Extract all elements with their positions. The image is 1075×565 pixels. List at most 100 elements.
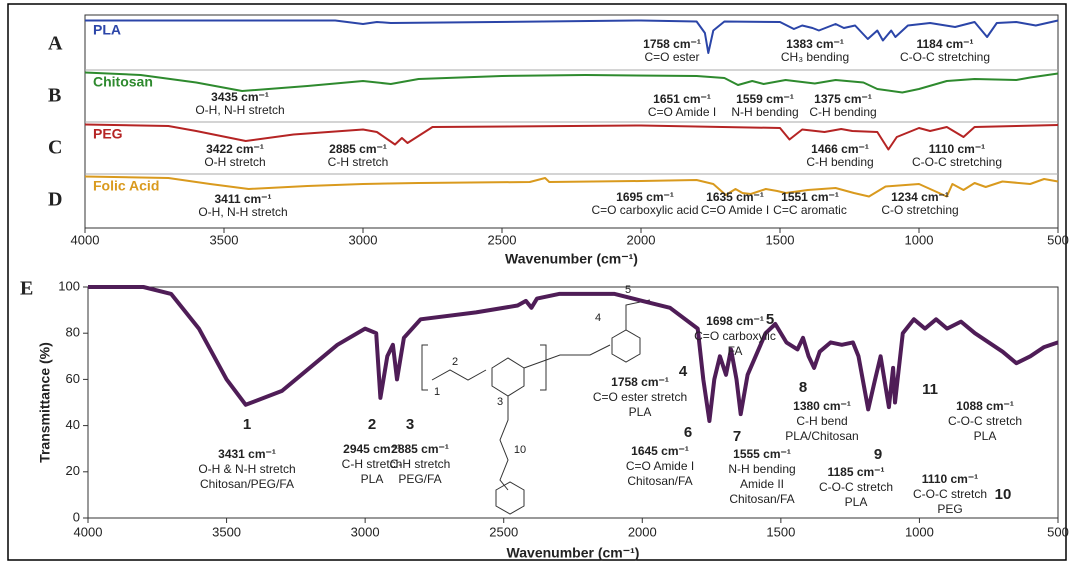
annotation-value: 1651 cm⁻¹ — [653, 92, 711, 106]
peak-text: C-H stretch — [342, 457, 403, 471]
peg-chain — [499, 396, 509, 491]
x-tick-label: 500 — [1047, 524, 1069, 539]
peak-value: 1645 cm⁻¹ — [631, 444, 689, 458]
spectrum — [84, 123, 1059, 151]
series-label: Folic Acid — [93, 178, 159, 194]
annotation-text: O-H stretch — [204, 155, 265, 169]
annotation-text: C-O stretching — [881, 203, 958, 217]
spectrum — [84, 175, 1059, 198]
peak-value: 1698 cm⁻¹ — [706, 314, 764, 328]
annotation-value: 2885 cm⁻¹ — [329, 142, 387, 156]
benzene — [611, 329, 641, 363]
peak-text: C-H bend — [796, 414, 847, 428]
annotation-text: C=O Amide I — [648, 105, 716, 119]
peak-number: 1 — [243, 416, 251, 433]
y-axis-title: Transmittance (%) — [37, 342, 53, 463]
peak-value: 2945 cm⁻¹ — [343, 442, 401, 456]
peak-text: C-O-C stretch — [913, 487, 987, 501]
annotation-value: 1110 cm⁻¹ — [929, 142, 985, 156]
peak-text: C-O-C stretch — [819, 480, 893, 494]
annotation-text: C-H bending — [809, 105, 876, 119]
x-axis-title: Wavenumber (cm⁻¹) — [505, 251, 638, 267]
x-tick-label: 3000 — [349, 232, 378, 247]
annotation-text: C=O carboxylic acid — [591, 203, 698, 217]
peak-number: 6 — [684, 424, 692, 441]
peak-text: Chitosan/PEG/FA — [200, 477, 294, 491]
spectrum — [84, 71, 1059, 94]
x-tick-label: 1500 — [766, 524, 795, 539]
annotation-text: C-H stretch — [328, 155, 389, 169]
x-tick-label: 500 — [1047, 232, 1069, 247]
peak-number: 9 — [874, 446, 882, 463]
peak-value: 3431 cm⁻¹ — [218, 447, 276, 461]
peak-value: 1185 cm⁻¹ — [827, 465, 884, 479]
annotation-text: C-O-C stretching — [900, 50, 990, 64]
peak-number: 3 — [406, 416, 414, 433]
annotation-value: 1383 cm⁻¹ — [786, 37, 844, 51]
peak-text: FA — [728, 344, 743, 358]
peak-text: PLA/Chitosan — [785, 429, 858, 443]
peak-number: 4 — [679, 363, 688, 380]
series-label: PLA — [93, 22, 121, 38]
annotation-value: 1758 cm⁻¹ — [643, 37, 701, 51]
annotation-text: C=O ester — [644, 50, 699, 64]
annotation-value: 1466 cm⁻¹ — [811, 142, 869, 156]
spectrum — [88, 285, 1059, 423]
peak-text: Chitosan/FA — [627, 474, 692, 488]
y-tick-label: 60 — [66, 371, 80, 386]
panel-label: A — [48, 33, 63, 55]
x-tick-label: 1000 — [905, 524, 934, 539]
figure-border — [7, 3, 1067, 561]
peak-number: 5 — [766, 311, 774, 328]
annotation-text: C-H bending — [806, 155, 873, 169]
annotation-value: 3422 cm⁻¹ — [206, 142, 264, 156]
y-tick-label: 0 — [73, 509, 80, 524]
structure-label: 1 — [434, 386, 440, 398]
annotation-value: 1559 cm⁻¹ — [736, 92, 794, 106]
peak-text: C=O Amide I — [626, 459, 694, 473]
x-tick-label: 2500 — [489, 524, 518, 539]
bottom-frame — [87, 286, 1059, 519]
panel-label: C — [48, 137, 62, 159]
peak-text: Amide II — [740, 477, 784, 491]
peak-value: 2885 cm⁻¹ — [391, 442, 449, 456]
y-tick-label: 80 — [66, 325, 80, 340]
panel-label: E — [20, 278, 33, 300]
annotation-text: CH₃ bending — [781, 50, 849, 64]
structure-label: 10 — [514, 444, 526, 456]
y-tick-label: 100 — [58, 278, 80, 293]
annotation-value: 1695 cm⁻¹ — [616, 190, 674, 204]
peak-text: Chitosan/FA — [729, 492, 794, 506]
structure-label: 4 — [595, 312, 601, 324]
peak-text: O-H & N-H stretch — [198, 462, 295, 476]
structure — [421, 299, 651, 515]
x-tick-label: 1500 — [766, 232, 795, 247]
annotation-text: N-H bending — [731, 105, 798, 119]
peak-text: PEG — [937, 502, 962, 516]
panel-label: D — [48, 189, 62, 211]
annotation-value: 1184 cm⁻¹ — [916, 37, 973, 51]
structure-label: 5 — [625, 284, 631, 296]
catechol — [495, 481, 525, 515]
y-tick-label: 40 — [66, 417, 80, 432]
annotation-value: 1551 cm⁻¹ — [781, 190, 839, 204]
peak-text: C=O carboxylic — [694, 329, 776, 343]
x-tick-label: 2000 — [628, 524, 657, 539]
annotation-value: 3411 cm⁻¹ — [214, 192, 271, 206]
annotation-value: 3435 cm⁻¹ — [211, 90, 269, 104]
spectrum — [85, 19, 1059, 54]
x-tick-label: 2500 — [488, 232, 517, 247]
y-tick-label: 20 — [66, 463, 80, 478]
peak-value: 1110 cm⁻¹ — [922, 472, 978, 486]
peak-value: 1758 cm⁻¹ — [611, 375, 669, 389]
peak-text: PEG/FA — [398, 472, 441, 486]
peak-text: PLA — [845, 495, 868, 509]
ring — [491, 357, 525, 397]
series-label: PEG — [93, 126, 123, 142]
linker — [523, 344, 611, 369]
structure-label: 2 — [452, 356, 458, 368]
peak-text: C-H stretch — [390, 457, 451, 471]
bracket — [421, 344, 547, 391]
annotation-value: 1635 cm⁻¹ — [706, 190, 764, 204]
